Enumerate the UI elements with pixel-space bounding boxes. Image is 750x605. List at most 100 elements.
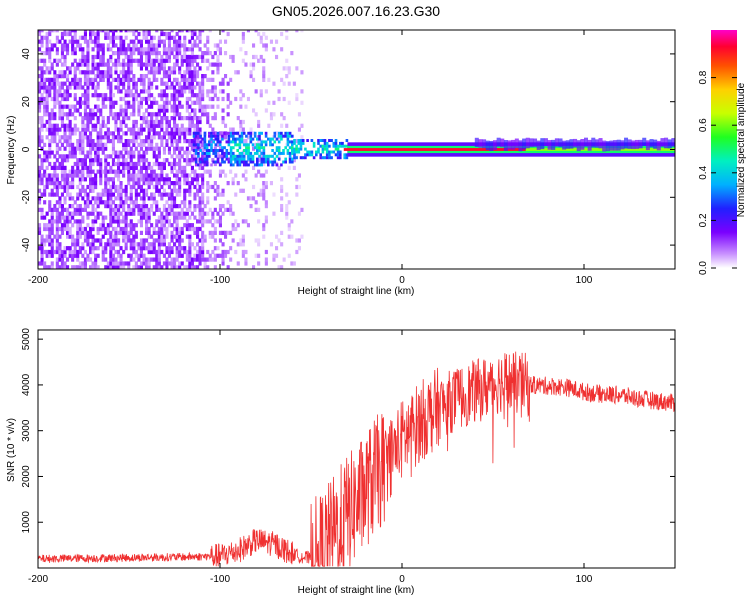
noise-cell bbox=[96, 70, 100, 75]
noise-cell bbox=[211, 96, 215, 102]
noise-cell bbox=[165, 261, 169, 266]
noise-cell bbox=[150, 70, 154, 75]
noise-cell bbox=[81, 131, 85, 136]
noise-cell bbox=[45, 253, 49, 258]
noise-cell bbox=[91, 204, 95, 209]
noise-cell bbox=[132, 47, 136, 52]
noise-cell bbox=[119, 154, 123, 159]
noise-cell bbox=[124, 51, 128, 56]
noise-cell bbox=[213, 51, 217, 56]
noise-cell bbox=[185, 127, 189, 132]
noise-cell bbox=[63, 135, 67, 140]
noise-cell bbox=[180, 238, 184, 243]
noise-cell bbox=[66, 257, 70, 262]
noise-cell bbox=[264, 89, 268, 94]
noise-cell bbox=[40, 139, 44, 144]
noise-cell bbox=[167, 119, 171, 125]
noise-cell bbox=[124, 158, 128, 163]
noise-cell bbox=[66, 215, 70, 220]
noise-cell bbox=[147, 242, 151, 247]
noise-cell bbox=[213, 196, 217, 201]
spread-cell bbox=[258, 154, 261, 158]
noise-cell bbox=[139, 196, 143, 201]
noise-cell bbox=[117, 85, 121, 90]
noise-cell bbox=[165, 215, 169, 220]
noise-cell bbox=[162, 31, 166, 37]
noise-cell bbox=[129, 253, 133, 258]
noise-cell bbox=[129, 219, 133, 224]
noise-cell bbox=[86, 257, 90, 262]
noise-cell bbox=[55, 173, 59, 178]
noise-cell bbox=[196, 127, 200, 132]
noise-cell bbox=[147, 177, 151, 182]
noise-cell bbox=[183, 246, 187, 251]
noise-cell bbox=[58, 93, 62, 98]
noise-cell bbox=[244, 257, 248, 262]
noise-cell bbox=[173, 116, 177, 121]
noise-cell bbox=[78, 35, 82, 40]
noise-cell bbox=[180, 127, 184, 132]
noise-cell bbox=[145, 100, 149, 105]
noise-cell bbox=[101, 223, 105, 228]
noise-cell bbox=[132, 108, 136, 113]
noise-cell bbox=[264, 200, 268, 205]
noise-cell bbox=[142, 31, 146, 37]
noise-cell bbox=[188, 123, 192, 128]
noise-cell bbox=[198, 104, 202, 109]
spread-cell bbox=[201, 137, 204, 141]
x-tick-label: -100 bbox=[210, 275, 230, 286]
noise-cell bbox=[185, 188, 189, 193]
spread-cell bbox=[227, 160, 231, 164]
noise-cell bbox=[81, 135, 85, 140]
noise-cell bbox=[45, 234, 49, 239]
noise-cell bbox=[134, 81, 138, 86]
noise-cell bbox=[60, 226, 64, 232]
noise-cell bbox=[50, 226, 54, 232]
noise-cell bbox=[60, 253, 64, 258]
spread-cell bbox=[192, 140, 196, 144]
noise-cell bbox=[152, 154, 156, 159]
noise-cell bbox=[122, 249, 126, 255]
noise-cell bbox=[50, 150, 54, 155]
noise-cell bbox=[55, 77, 59, 82]
noise-cell bbox=[147, 184, 151, 190]
noise-cell bbox=[43, 158, 47, 163]
spread-cell bbox=[208, 134, 211, 138]
noise-cell bbox=[272, 257, 276, 262]
spread-cell bbox=[321, 156, 325, 160]
noise-cell bbox=[201, 158, 205, 163]
noise-cell bbox=[127, 150, 131, 155]
noise-cell bbox=[106, 62, 110, 67]
noise-cell bbox=[201, 30, 205, 33]
noise-cell bbox=[122, 238, 126, 243]
noise-cell bbox=[160, 142, 164, 147]
noise-cell bbox=[40, 257, 44, 262]
noise-cell bbox=[83, 265, 87, 269]
noise-cell bbox=[211, 62, 215, 67]
noise-cell bbox=[139, 158, 143, 163]
noise-cell bbox=[48, 161, 52, 167]
noise-cell bbox=[81, 47, 85, 52]
noise-cell bbox=[66, 154, 70, 159]
band-fuzz bbox=[613, 140, 618, 151]
noise-cell bbox=[66, 158, 70, 163]
noise-cell bbox=[114, 116, 118, 121]
noise-cell bbox=[170, 234, 174, 239]
noise-cell bbox=[188, 139, 192, 144]
noise-cell bbox=[127, 70, 131, 75]
noise-cell bbox=[272, 112, 276, 117]
band-fuzz bbox=[645, 140, 650, 151]
noise-cell bbox=[185, 85, 189, 90]
noise-cell bbox=[111, 139, 115, 144]
noise-cell bbox=[71, 204, 75, 209]
noise-cell bbox=[78, 77, 82, 82]
noise-cell bbox=[122, 116, 126, 121]
noise-cell bbox=[127, 223, 131, 228]
noise-cell bbox=[101, 200, 105, 205]
noise-cell bbox=[198, 127, 202, 132]
noise-cell bbox=[109, 165, 113, 170]
noise-cell bbox=[132, 93, 136, 98]
noise-cell bbox=[76, 211, 80, 216]
spread-cell bbox=[225, 151, 229, 155]
noise-cell bbox=[99, 131, 103, 136]
